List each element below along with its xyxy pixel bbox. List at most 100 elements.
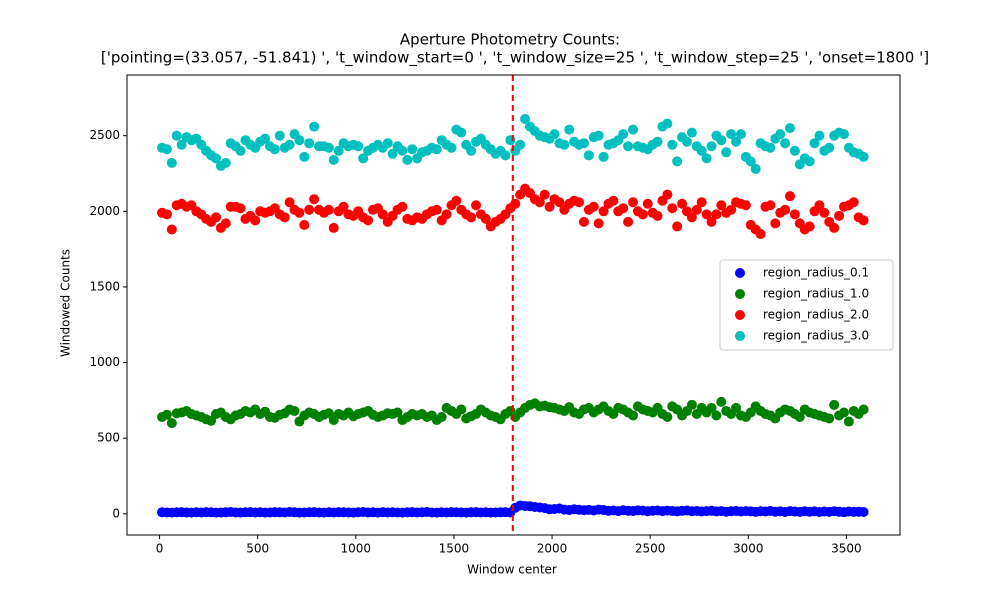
point bbox=[735, 129, 746, 140]
point bbox=[809, 138, 820, 149]
point bbox=[701, 209, 712, 220]
point bbox=[701, 153, 712, 164]
point bbox=[662, 118, 673, 129]
point bbox=[583, 150, 594, 161]
point bbox=[686, 127, 697, 138]
point bbox=[574, 197, 585, 208]
point bbox=[819, 207, 830, 218]
point bbox=[402, 154, 413, 165]
point bbox=[269, 144, 280, 155]
x-tick-label: 3500 bbox=[831, 542, 862, 556]
point bbox=[471, 200, 482, 211]
point bbox=[824, 142, 835, 153]
x-tick-label: 1000 bbox=[341, 542, 372, 556]
point bbox=[377, 209, 388, 220]
point bbox=[858, 404, 869, 415]
point bbox=[775, 129, 786, 140]
legend-marker bbox=[735, 331, 745, 341]
point bbox=[309, 121, 320, 132]
point bbox=[716, 200, 727, 211]
point bbox=[235, 203, 246, 214]
point bbox=[161, 144, 172, 155]
chart-subtitle: ['pointing=(33.057, -51.841) ', 't_windo… bbox=[101, 49, 929, 68]
point bbox=[593, 218, 604, 229]
x-tick-label: 500 bbox=[246, 542, 269, 556]
point bbox=[387, 148, 398, 159]
point bbox=[431, 204, 442, 215]
point bbox=[549, 129, 560, 140]
point bbox=[848, 197, 859, 208]
point bbox=[686, 212, 697, 223]
point bbox=[858, 215, 869, 226]
point bbox=[696, 197, 707, 208]
point bbox=[210, 212, 221, 223]
x-tick-label: 2000 bbox=[537, 542, 568, 556]
point bbox=[382, 138, 393, 149]
point bbox=[250, 215, 261, 226]
point bbox=[456, 127, 467, 138]
point bbox=[598, 151, 609, 162]
point bbox=[515, 139, 526, 150]
point bbox=[618, 203, 629, 214]
legend-label: region_radius_1.0 bbox=[763, 287, 869, 301]
point bbox=[662, 189, 673, 200]
chart-title: Aperture Photometry Counts: bbox=[400, 31, 620, 49]
point bbox=[304, 138, 315, 149]
point bbox=[765, 142, 776, 153]
point bbox=[838, 407, 849, 418]
point bbox=[353, 141, 364, 152]
point bbox=[843, 416, 854, 427]
point bbox=[726, 129, 737, 140]
point bbox=[750, 163, 761, 174]
point bbox=[785, 123, 796, 134]
point bbox=[785, 191, 796, 202]
point bbox=[706, 216, 717, 227]
point bbox=[824, 413, 835, 424]
point bbox=[696, 145, 707, 156]
point bbox=[451, 195, 462, 206]
point bbox=[578, 216, 589, 227]
point bbox=[564, 124, 575, 135]
point bbox=[804, 156, 815, 167]
point bbox=[431, 144, 442, 155]
point bbox=[358, 153, 369, 164]
point bbox=[500, 150, 511, 161]
point bbox=[436, 412, 447, 423]
legend-marker bbox=[735, 268, 745, 278]
point bbox=[441, 209, 452, 220]
y-axis-label: Windowed Counts bbox=[59, 249, 73, 357]
point bbox=[309, 194, 320, 205]
point bbox=[323, 204, 334, 215]
point bbox=[299, 151, 310, 162]
y-tick-label: 500 bbox=[97, 431, 120, 445]
point bbox=[755, 228, 766, 239]
point bbox=[161, 409, 172, 420]
point bbox=[814, 130, 825, 141]
point bbox=[804, 221, 815, 232]
point bbox=[279, 212, 290, 223]
point bbox=[681, 136, 692, 147]
point bbox=[667, 203, 678, 214]
point bbox=[834, 210, 845, 221]
point bbox=[829, 399, 840, 410]
point bbox=[559, 139, 570, 150]
point bbox=[392, 407, 403, 418]
point bbox=[731, 136, 742, 147]
point bbox=[333, 145, 344, 156]
point bbox=[667, 139, 678, 150]
x-axis-label: Window center bbox=[467, 563, 557, 577]
x-tick-label: 0 bbox=[156, 542, 164, 556]
y-tick-label: 1000 bbox=[89, 355, 120, 369]
point bbox=[328, 154, 339, 165]
point bbox=[446, 142, 457, 153]
point bbox=[716, 396, 727, 407]
point bbox=[770, 218, 781, 229]
legend-marker bbox=[735, 289, 745, 299]
point bbox=[628, 197, 639, 208]
legend-box bbox=[719, 259, 894, 351]
point bbox=[706, 402, 717, 413]
point bbox=[765, 200, 776, 211]
point bbox=[397, 145, 408, 156]
point bbox=[210, 153, 221, 164]
point bbox=[328, 222, 339, 233]
